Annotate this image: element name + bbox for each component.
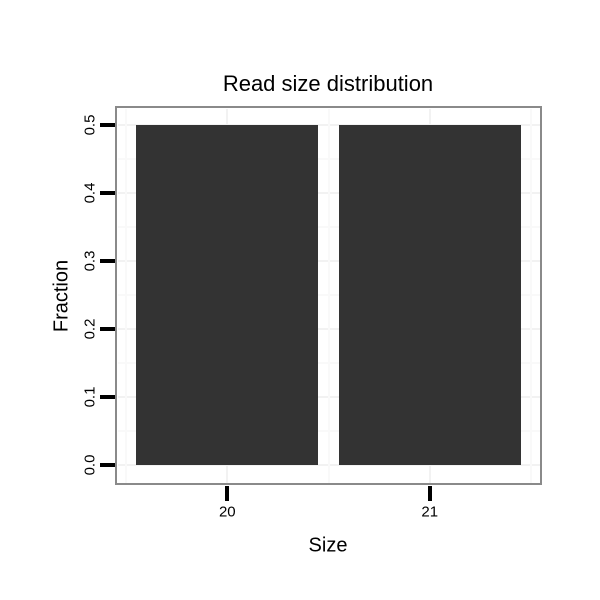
y-axis-title: Fraction	[50, 259, 73, 333]
y-tick-label: 0.5	[81, 114, 99, 136]
y-tick	[100, 327, 115, 331]
y-tick-label: 0.0	[81, 454, 99, 476]
y-tick	[100, 463, 115, 467]
panel-border	[115, 106, 542, 485]
y-tick	[100, 123, 115, 127]
x-axis-title: Size	[308, 534, 348, 557]
plot-panel	[118, 109, 540, 483]
y-tick-label: 0.4	[81, 182, 99, 204]
y-tick-label: 0.1	[81, 386, 99, 408]
gridline-minor-v	[529, 109, 532, 483]
x-tick-label: 21	[421, 503, 439, 521]
bar-21	[338, 125, 521, 465]
bar-20	[136, 125, 319, 465]
gridline-minor-v	[327, 109, 330, 483]
y-tick-label: 0.2	[81, 318, 99, 340]
x-tick	[427, 486, 432, 501]
y-tick	[100, 191, 115, 195]
x-tick-label: 20	[218, 503, 236, 521]
y-tick	[100, 259, 115, 263]
chart-title: Read size distribution	[222, 71, 434, 96]
x-tick	[225, 486, 230, 501]
y-tick	[100, 395, 115, 399]
y-tick-label: 0.3	[81, 250, 99, 272]
gridline-minor-v	[125, 109, 128, 483]
